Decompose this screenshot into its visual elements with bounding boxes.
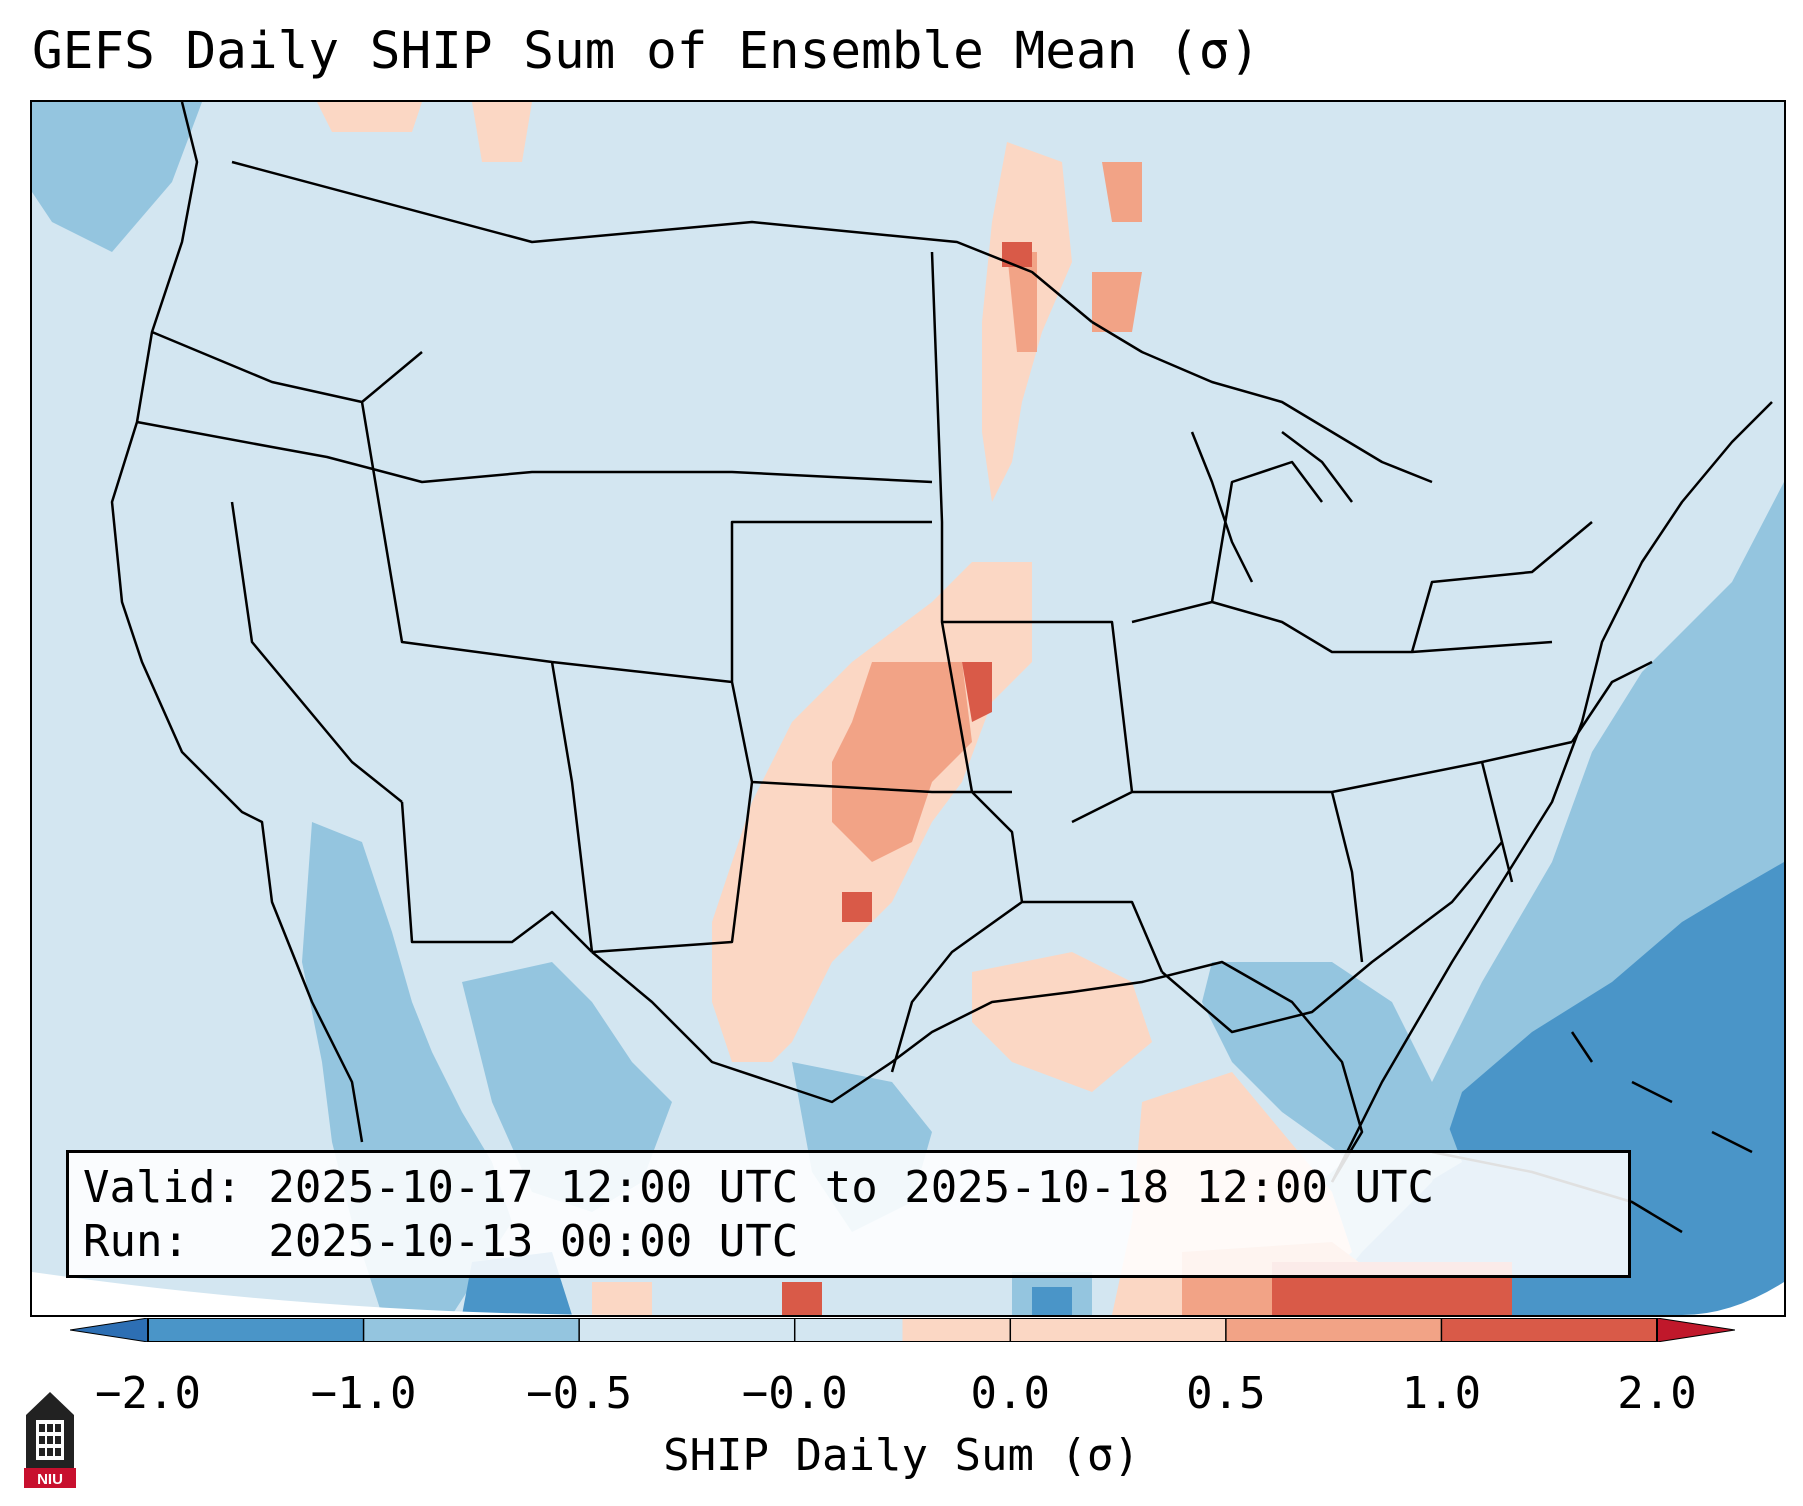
- east-coast-line: [1330, 401, 1773, 1183]
- colorbar-segment: [579, 1318, 796, 1342]
- field-patch-positive: [472, 102, 532, 162]
- gulf-coast-line: [591, 951, 1364, 1183]
- projection-edge: [1682, 1282, 1784, 1315]
- field-patch-positive: [832, 662, 972, 862]
- west-coast-line: [110, 102, 364, 1143]
- colorbar-tick-label: −2.0: [95, 1368, 201, 1419]
- field-patch-strong-negative: [1032, 1287, 1072, 1315]
- canada-border: [231, 160, 1093, 323]
- field-patch-positive: [1002, 242, 1032, 267]
- field-patch-positive: [317, 102, 422, 132]
- field-patch-negative: [32, 102, 202, 252]
- map-title: GEFS Daily SHIP Sum of Ensemble Mean (σ): [32, 22, 1261, 81]
- colorbar-segment: [902, 1318, 1011, 1342]
- field-patch-positive: [1007, 252, 1037, 352]
- valid-run-box: Valid: 2025-10-17 12:00 UTC to 2025-10-1…: [66, 1150, 1631, 1278]
- colorbar-extend-min: [70, 1318, 149, 1342]
- colorbar-tick-label: −0.0: [741, 1368, 848, 1419]
- colorbar: [70, 1318, 1735, 1342]
- boundary-lines: [110, 102, 1773, 1234]
- run-time-line: Run: 2025-10-13 00:00 UTC: [83, 1216, 799, 1267]
- state-boundaries: [136, 251, 1653, 1073]
- map-panel: [30, 100, 1786, 1317]
- colorbar-tick-label: 1.0: [1401, 1368, 1482, 1419]
- field-patch-strong-positive: [782, 1282, 822, 1315]
- colorbar-segment: [148, 1318, 365, 1342]
- logo-text: NIU: [37, 1471, 63, 1488]
- field-patch-positive: [1092, 272, 1142, 332]
- colorbar-tick-label: −0.5: [526, 1368, 633, 1419]
- field-patch-positive: [842, 892, 872, 922]
- colorbar-segment: [794, 1318, 903, 1342]
- colorbar-extend-max: [1656, 1318, 1735, 1342]
- colorbar-tick-label: 2.0: [1617, 1368, 1697, 1419]
- field-patch-positive: [962, 662, 992, 722]
- colorbar-segments: [147, 1318, 1658, 1342]
- colorbar-segment: [1010, 1318, 1227, 1342]
- colorbar-tick-label: 0.5: [1186, 1368, 1266, 1419]
- colorbar-label: SHIP Daily Sum (σ): [663, 1430, 1140, 1481]
- field-patch-positive: [592, 1282, 652, 1315]
- colorbar-segment: [363, 1318, 580, 1342]
- great-lakes-outline: [1091, 320, 1433, 583]
- field-patch-negative: [1202, 962, 1462, 1192]
- projection-edge: [32, 1272, 632, 1315]
- colorbar-segment: [1225, 1318, 1442, 1342]
- valid-time-line: Valid: 2025-10-17 12:00 UTC to 2025-10-1…: [83, 1162, 1435, 1213]
- colorbar-outline: [147, 1318, 1658, 1342]
- colorbar-segment: [1441, 1318, 1658, 1342]
- ship-anomaly-map: [32, 102, 1784, 1315]
- field-patch-negative: [462, 962, 672, 1212]
- colorbar-tick-label: 0.0: [970, 1368, 1051, 1419]
- caribbean-islands: [1570, 1031, 1753, 1154]
- colorbar-tick-label: −1.0: [310, 1368, 417, 1419]
- field-patch-positive: [1102, 162, 1142, 222]
- university-tower-icon: NIU: [24, 1392, 76, 1488]
